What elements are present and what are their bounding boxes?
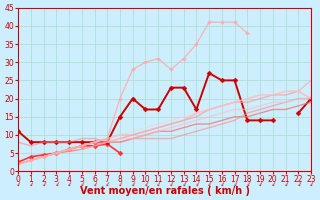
Text: ↓: ↓ (104, 182, 111, 189)
Text: ↓: ↓ (206, 182, 213, 189)
Text: ↓: ↓ (15, 182, 22, 189)
Text: ↓: ↓ (308, 182, 315, 189)
Text: ↓: ↓ (282, 182, 289, 189)
Text: ↓: ↓ (91, 182, 98, 189)
Text: ↓: ↓ (257, 182, 264, 189)
X-axis label: Vent moyen/en rafales ( km/h ): Vent moyen/en rafales ( km/h ) (80, 186, 250, 196)
Text: ↓: ↓ (40, 182, 47, 189)
Text: ↓: ↓ (129, 182, 136, 189)
Text: ↓: ↓ (231, 182, 238, 189)
Text: ↓: ↓ (27, 182, 34, 189)
Text: ↓: ↓ (244, 182, 251, 189)
Text: ↓: ↓ (167, 182, 174, 189)
Text: ↓: ↓ (295, 182, 302, 189)
Text: ↓: ↓ (142, 182, 149, 189)
Text: ↓: ↓ (193, 182, 200, 189)
Text: ↓: ↓ (180, 182, 187, 189)
Text: ↓: ↓ (269, 182, 276, 189)
Text: ↓: ↓ (66, 182, 73, 189)
Text: ↓: ↓ (53, 182, 60, 189)
Text: ↓: ↓ (155, 182, 162, 189)
Text: ↓: ↓ (218, 182, 225, 189)
Text: ↓: ↓ (116, 182, 124, 189)
Text: ↓: ↓ (78, 182, 85, 189)
